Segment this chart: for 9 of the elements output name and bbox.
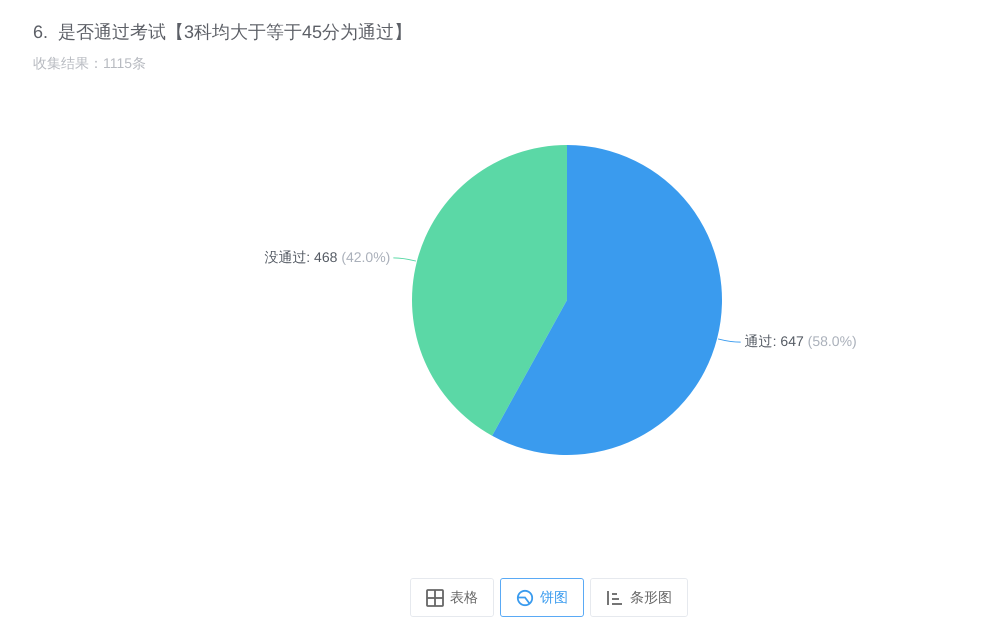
view-button[interactable]: 条形图	[590, 578, 688, 617]
text: 收集结果：1115条	[33, 55, 146, 71]
chart-title: 6. 是否通过考试【3科均大于等于45分为通过】	[33, 22, 412, 42]
slice-label: 通过: 647 (58.0%)	[744, 333, 857, 350]
pie-slice	[492, 145, 722, 455]
view-button[interactable]: 饼图	[500, 578, 584, 617]
slice-label: 没通过: 468 (42.0%)	[264, 248, 390, 265]
view-button[interactable]: 表格	[410, 578, 494, 617]
pie-slice	[412, 145, 567, 436]
